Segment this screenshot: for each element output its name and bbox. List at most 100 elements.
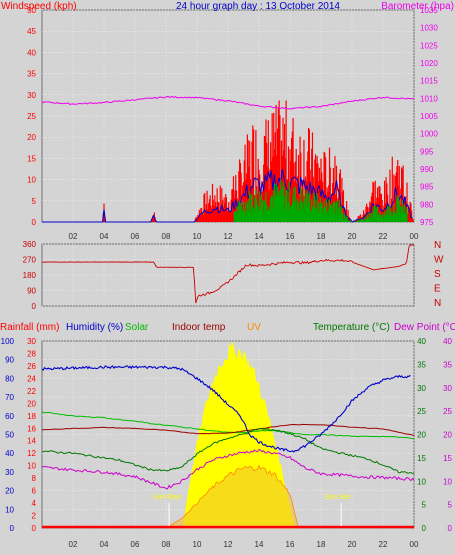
- x-tick-label-top: 20: [348, 232, 357, 241]
- rainfall-tick-label: 28: [27, 349, 36, 358]
- x-tick-label-top: 18: [317, 232, 326, 241]
- barometer-tick-label: 1025: [420, 41, 438, 50]
- barometer-tick-label: 995: [420, 147, 434, 156]
- temperature-tick-label: 30: [417, 384, 426, 393]
- x-tick-label-bottom: 14: [255, 540, 264, 549]
- x-tick-label-bottom: 20: [348, 540, 357, 549]
- dewpoint-tick-label: 5: [448, 501, 453, 510]
- compass-letter: E: [434, 284, 441, 295]
- temperature-tick-label: 0: [422, 524, 427, 533]
- dewpoint-tick-label: 0: [448, 524, 453, 533]
- dewpoint-label: Dew Point (°C): [394, 322, 455, 333]
- x-tick-label-top: 04: [100, 232, 109, 241]
- sunrise-label: Sun Rise: [153, 494, 182, 501]
- humidity-tick-label: 20: [5, 487, 14, 496]
- rainfall-tick-label: 12: [27, 449, 36, 458]
- humidity-label: Humidity (%): [66, 322, 123, 333]
- rainfall-tick-label: 10: [27, 462, 36, 471]
- rainfall-tick-label: 26: [27, 362, 36, 371]
- average-wind-series: [233, 179, 408, 222]
- dewpoint-tick-label: 25: [443, 407, 452, 416]
- windspeed-tick-label: 5: [32, 197, 37, 206]
- rainfall-tick-label: 20: [27, 399, 36, 408]
- x-tick-label-top: 16: [286, 232, 295, 241]
- rainfall-tick-label: 8: [32, 474, 37, 483]
- barometer-tick-label: 980: [420, 200, 434, 209]
- direction-tick-label: 180: [23, 271, 37, 280]
- humidity-tick-label: 40: [5, 449, 14, 458]
- dewpoint-line: [41, 448, 415, 490]
- rainfall-tick-label: 30: [27, 337, 36, 346]
- humidity-tick-label: 80: [5, 374, 14, 383]
- x-tick-label-bottom: 16: [286, 540, 295, 549]
- humidity-tick-label: 70: [5, 393, 14, 402]
- humidity-line: [41, 365, 411, 453]
- x-tick-label-top: 00: [410, 232, 419, 241]
- barometer-tick-label: 1035: [420, 6, 438, 15]
- x-tick-label-top: 06: [131, 232, 140, 241]
- temperature-line: [41, 427, 415, 475]
- compass-letter: N: [434, 240, 441, 251]
- dewpoint-tick-label: 30: [443, 384, 452, 393]
- x-tick-label-bottom: 04: [100, 540, 109, 549]
- compass-letter: W: [434, 255, 444, 266]
- direction-tick-label: 0: [32, 302, 37, 311]
- rainfall-tick-label: 4: [32, 499, 37, 508]
- solar-label: Solar: [125, 322, 149, 333]
- compass-letter: S: [434, 269, 441, 280]
- temperature-tick-label: 10: [417, 477, 426, 486]
- rainfall-tick-label: 2: [32, 512, 37, 521]
- windspeed-tick-label: 30: [27, 91, 36, 100]
- temperature-tick-label: 35: [417, 360, 426, 369]
- temperature-label: Temperature (°C): [313, 322, 390, 333]
- solar-line: [41, 411, 415, 440]
- rainfall-label: Rainfall (mm): [0, 322, 59, 333]
- barometer-tick-label: 1010: [420, 94, 438, 103]
- x-tick-label-bottom: 00: [410, 540, 419, 549]
- temperature-tick-label: 40: [417, 337, 426, 346]
- direction-tick-label: 360: [23, 240, 37, 249]
- x-tick-label-bottom: 10: [193, 540, 202, 549]
- windspeed-tick-label: 35: [27, 70, 36, 79]
- x-tick-label-bottom: 12: [224, 540, 233, 549]
- x-tick-label-top: 12: [224, 232, 233, 241]
- x-tick-label-top: 22: [379, 232, 388, 241]
- barometer-tick-label: 1020: [420, 59, 438, 68]
- rainfall-tick-label: 18: [27, 412, 36, 421]
- rainfall-tick-label: 24: [27, 374, 36, 383]
- dewpoint-tick-label: 40: [443, 337, 452, 346]
- sunset-label: Sun Set: [325, 494, 350, 501]
- temperature-tick-label: 15: [417, 454, 426, 463]
- x-tick-label-top: 02: [69, 232, 78, 241]
- uv-area: [168, 464, 299, 529]
- barometer-tick-label: 975: [420, 218, 434, 227]
- humidity-tick-label: 90: [5, 356, 14, 365]
- x-tick-label-bottom: 06: [131, 540, 140, 549]
- barometer-tick-label: 1030: [420, 24, 438, 33]
- windspeed-tick-label: 50: [27, 6, 36, 15]
- wind-direction-line: [41, 244, 414, 304]
- x-tick-label-top: 10: [193, 232, 202, 241]
- direction-tick-label: 90: [27, 287, 36, 296]
- gust-series: [42, 168, 413, 223]
- x-tick-label-bottom: 02: [69, 540, 78, 549]
- rainfall-tick-label: 6: [32, 487, 37, 496]
- humidity-tick-label: 60: [5, 412, 14, 421]
- barometer-tick-label: 1000: [420, 130, 438, 139]
- windspeed-tick-label: 0: [32, 218, 37, 227]
- dewpoint-tick-label: 35: [443, 360, 452, 369]
- uv-label: UV: [247, 322, 261, 333]
- barometer-tick-label: 990: [420, 165, 434, 174]
- direction-tick-label: 270: [23, 256, 37, 265]
- x-tick-label-bottom: 22: [379, 540, 388, 549]
- compass-letter: N: [434, 298, 441, 309]
- chart-title: 24 hour graph day : 13 October 2014: [176, 1, 340, 12]
- x-tick-label-top: 08: [162, 232, 171, 241]
- windspeed-tick-label: 20: [27, 133, 36, 142]
- windspeed-tick-label: 25: [27, 112, 36, 121]
- windspeed-tick-label: 10: [27, 176, 36, 185]
- rainfall-tick-label: 22: [27, 387, 36, 396]
- windspeed-tick-label: 15: [27, 154, 36, 163]
- humidity-tick-label: 50: [5, 431, 14, 440]
